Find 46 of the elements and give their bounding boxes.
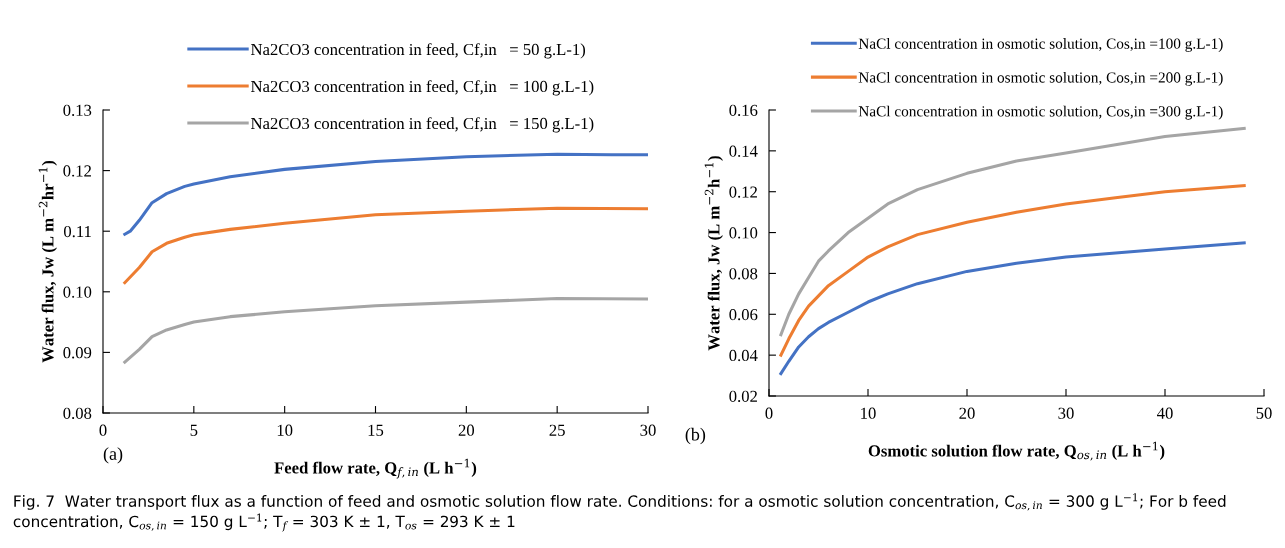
x-tick-label: 50 — [1256, 407, 1272, 419]
y-tick-label: 0.08 — [63, 407, 92, 420]
y-tick-label: 0.10 — [63, 286, 92, 298]
text: (a) — [103, 447, 123, 464]
y-tick-label: 0.09 — [63, 347, 92, 359]
y-tick-label: 0.16 — [729, 104, 758, 117]
text: Fig. 7 Water transport flux as a function of feed and osmotic solution flow rate. Conditions: for a osmotic solution concentration, C$_{os,in}$ = 300 g L$^{−1}$; For b feed concentration, C$_{os,in}$ = 150 g L$^{−1}$; T$_{f}$ = 303 K ± 1, T$_{os}$ = 293 K ± 1 — [13, 493, 1226, 532]
x-tick-label: 30 — [640, 424, 656, 436]
x-tick-label: 20 — [458, 424, 475, 436]
x-tick-label: 10 — [861, 407, 876, 419]
text: (b) — [685, 427, 706, 445]
x-tick-label: 5 — [190, 424, 198, 436]
line-series — [779, 241, 1246, 376]
y-axis-title: Water flux, Jw (L m$^{−2}$hr$^{−1}$) — [38, 160, 57, 363]
x-tick-label: 30 — [1058, 407, 1074, 419]
x-tick-label: 10 — [277, 424, 293, 436]
x-tick-label: 25 — [549, 424, 565, 436]
y-tick-label: 0.10 — [729, 227, 758, 239]
y-tick-label: 0.06 — [729, 308, 758, 321]
y-tick-label: 0.08 — [729, 268, 758, 280]
line-series — [123, 206, 648, 285]
y-tick-label: 0.12 — [729, 186, 757, 198]
legend-label: Na2CO3 concentration in feed, Cf,in = 50 g.L-1) — [251, 43, 586, 59]
y-tick-label: 0.02 — [729, 390, 757, 403]
y-tick-label: 0.12 — [63, 165, 91, 177]
line-series — [779, 126, 1246, 337]
y-tick-label: 0.14 — [729, 145, 758, 157]
x-tick-label: 15 — [368, 424, 384, 436]
x-tick-label: 0 — [765, 407, 773, 419]
x-axis-title: Feed flow rate, Q$_{f,in}$ (L h$^{−1}$) — [274, 458, 477, 479]
y-axis-title: Water flux, Jw (L m$^{−2}$h$^{−1}$) — [704, 156, 723, 351]
legend-label: Na2CO3 concentration in feed, Cf,in = 150 g.L-1) — [251, 117, 594, 133]
legend-label: NaCl concentration in osmotic solution, Cos,in =300 g.L-1) — [858, 105, 1223, 120]
line-series — [123, 296, 648, 364]
line-series — [123, 152, 648, 236]
x-tick-label: 0 — [99, 424, 107, 436]
y-tick-label: 0.11 — [63, 225, 91, 238]
x-axis-title: Osmotic solution flow rate, Q$_{os,in}$ (L h$^{−1}$) — [868, 441, 1165, 461]
line-series — [779, 184, 1246, 357]
y-tick-label: 0.04 — [729, 349, 758, 362]
legend-label: NaCl concentration in osmotic solution, Cos,in =100 g.L-1) — [858, 38, 1223, 52]
legend-label: NaCl concentration in osmotic solution, Cos,in =200 g.L-1) — [858, 71, 1223, 86]
x-tick-label: 40 — [1156, 407, 1173, 419]
y-tick-label: 0.13 — [63, 104, 92, 117]
legend-label: Na2CO3 concentration in feed, Cf,in = 100 g.L-1) — [251, 80, 594, 96]
x-tick-label: 20 — [959, 407, 975, 419]
